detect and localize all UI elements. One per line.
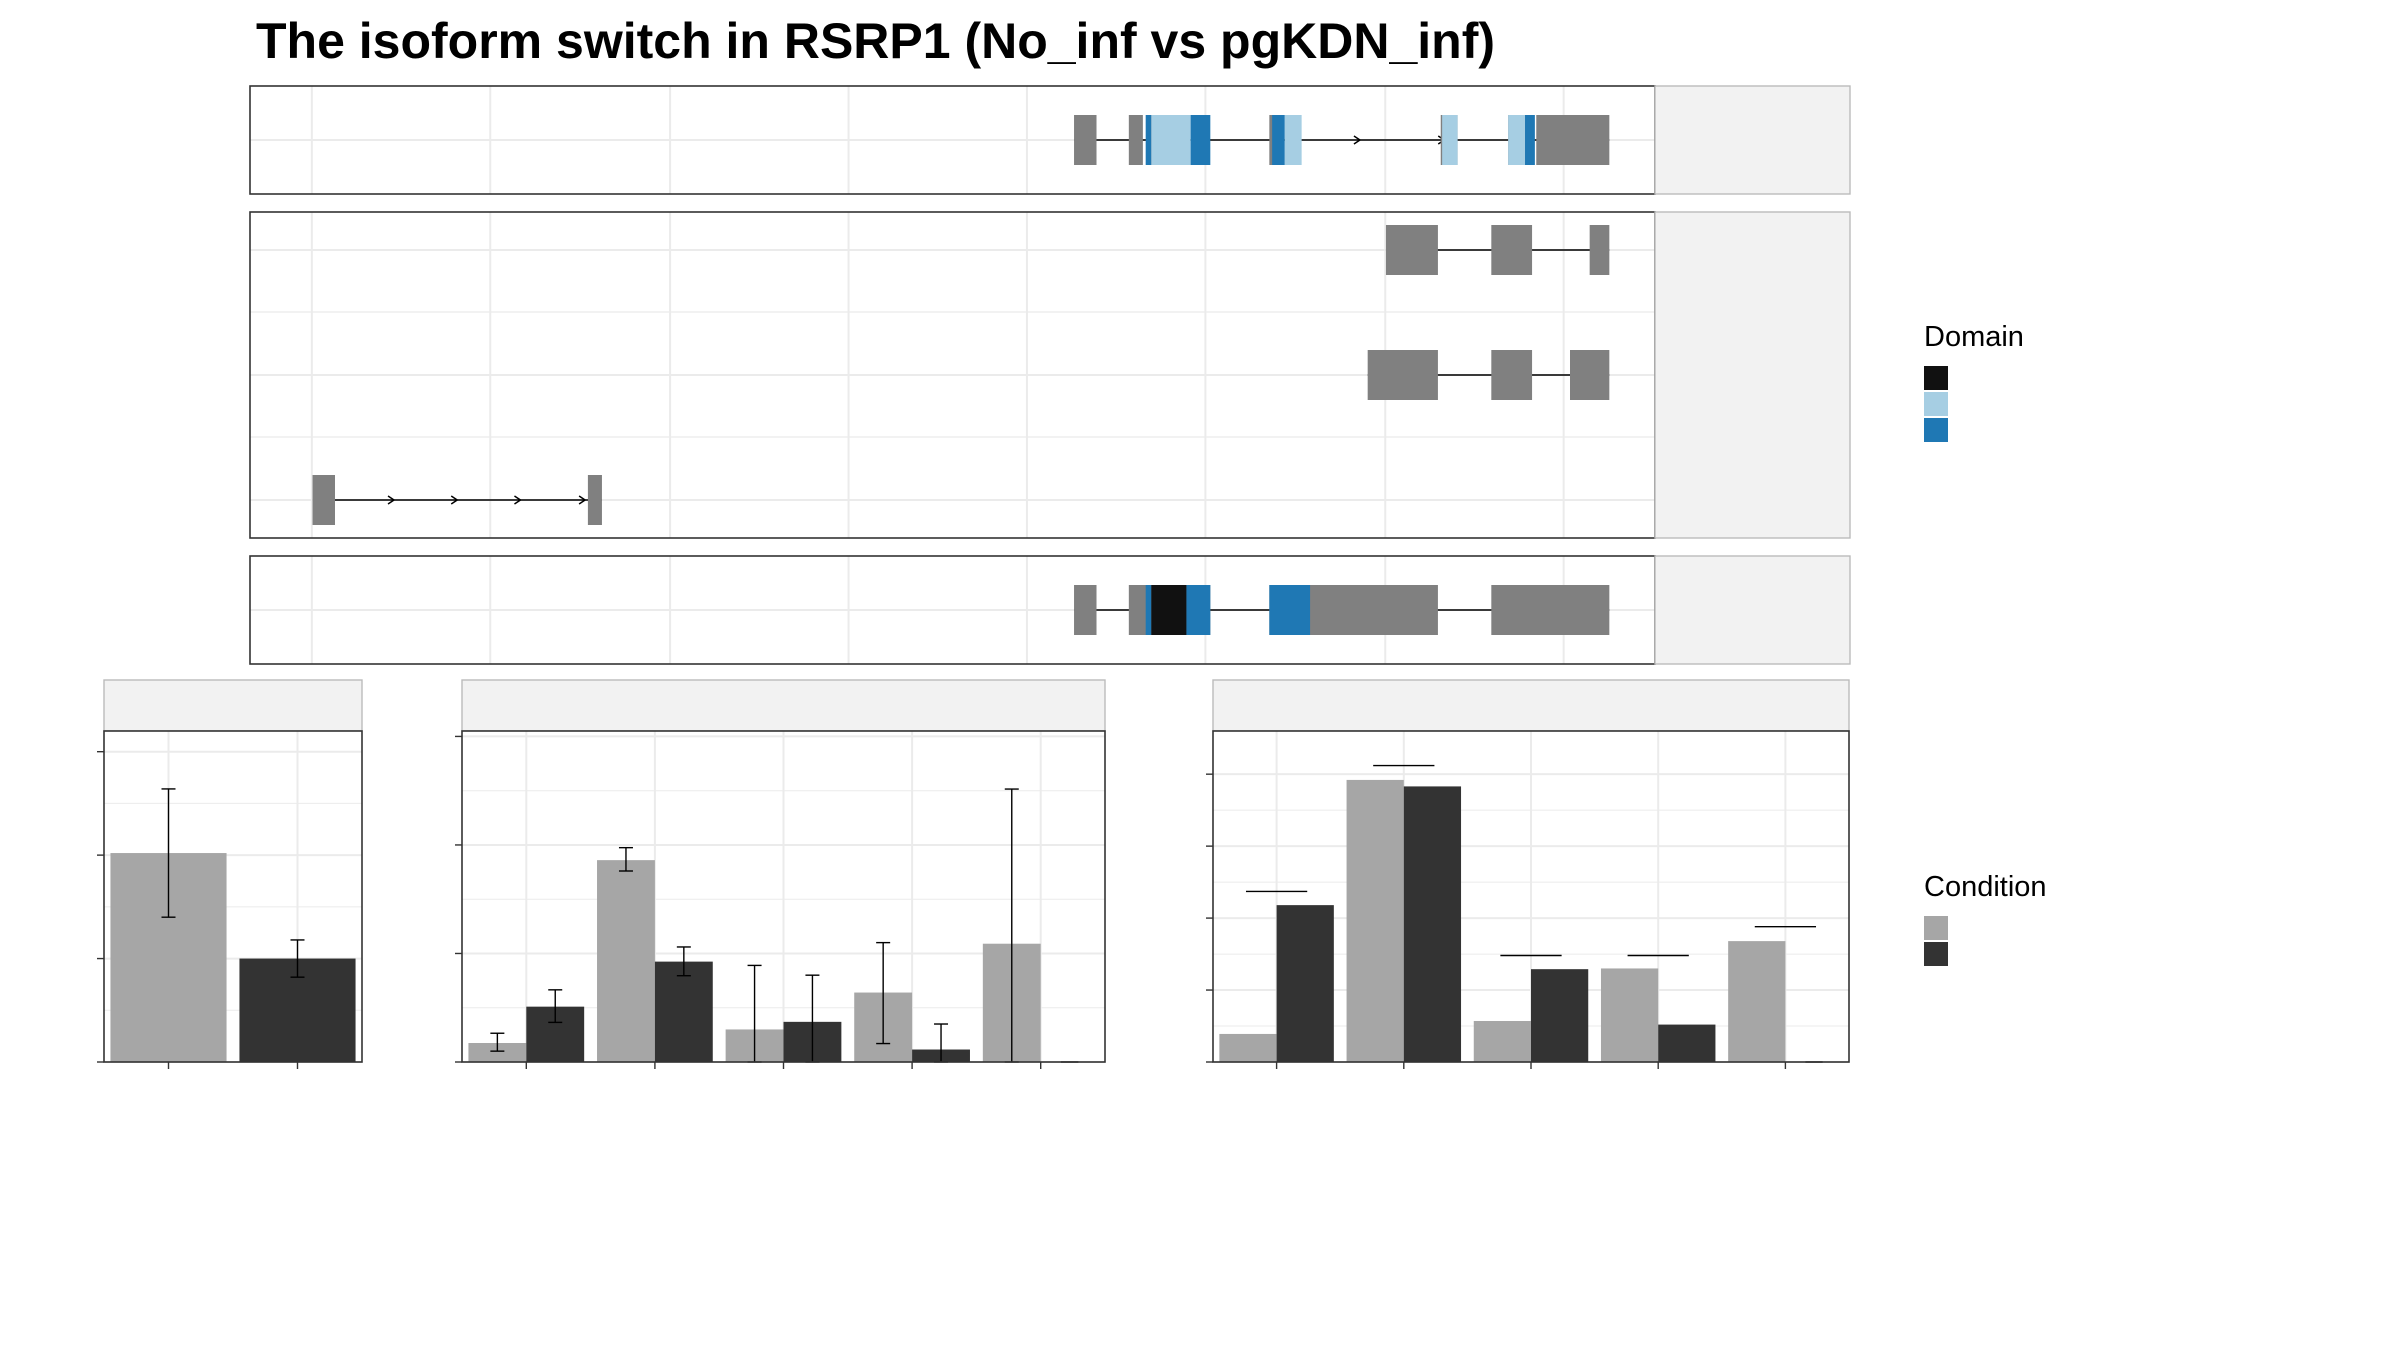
isoform-expression-panel bbox=[455, 679, 1106, 1069]
domain-block bbox=[1186, 585, 1211, 635]
exon-block bbox=[312, 475, 336, 525]
domain-block bbox=[1145, 115, 1152, 165]
bar bbox=[1276, 905, 1334, 1062]
domain-block bbox=[1442, 115, 1458, 165]
condition-legend-title: Condition bbox=[1924, 871, 2047, 903]
bar bbox=[1728, 941, 1786, 1062]
domain-block bbox=[1269, 585, 1311, 635]
plot-border bbox=[103, 730, 363, 1063]
domain-block bbox=[1508, 115, 1526, 165]
domain-block bbox=[1284, 115, 1302, 165]
exon-block bbox=[587, 475, 602, 525]
exon-block bbox=[1367, 350, 1438, 400]
domain-block bbox=[1272, 115, 1285, 165]
transcript-structure-panel bbox=[249, 85, 1851, 665]
exon-block bbox=[1128, 115, 1143, 165]
domain-legend-swatch bbox=[1924, 392, 1948, 416]
bar bbox=[1346, 779, 1404, 1062]
bar bbox=[1600, 968, 1659, 1062]
bar bbox=[1531, 969, 1589, 1062]
facet-strip bbox=[1654, 211, 1851, 539]
exon-block bbox=[1491, 225, 1533, 275]
bar bbox=[597, 860, 655, 1062]
panel-strip bbox=[461, 679, 1106, 732]
bar bbox=[1473, 1020, 1531, 1062]
bar bbox=[1403, 786, 1462, 1062]
exon-block bbox=[1589, 225, 1610, 275]
strand-arrow bbox=[387, 495, 396, 505]
bar bbox=[468, 1043, 527, 1062]
strand-arrow bbox=[514, 495, 522, 505]
domain-block bbox=[1190, 115, 1211, 165]
domain-block bbox=[1525, 115, 1535, 165]
exon-block bbox=[1318, 585, 1438, 635]
facet-strip bbox=[1654, 85, 1851, 195]
domain-legend-title: Domain bbox=[1924, 321, 2024, 353]
bar bbox=[654, 961, 713, 1062]
domain-block bbox=[1151, 115, 1191, 165]
strand-arrow bbox=[1353, 135, 1362, 145]
strand-arrow bbox=[450, 495, 459, 505]
isoform-usage-panel bbox=[1206, 679, 1850, 1069]
gene-expression-panel bbox=[97, 679, 363, 1069]
strand-arrow bbox=[578, 495, 587, 505]
bar bbox=[1658, 1024, 1716, 1062]
exon-block bbox=[1569, 350, 1610, 400]
facet-strip bbox=[1654, 555, 1851, 665]
domain-legend-swatch bbox=[1924, 418, 1948, 442]
figure-title: The isoform switch in RSRP1 (No_inf vs p… bbox=[256, 13, 1495, 69]
domain-block bbox=[1151, 585, 1187, 635]
condition-legend-swatch bbox=[1924, 916, 1948, 940]
domain-legend: Domain bbox=[1924, 321, 2024, 442]
panel-strip bbox=[1212, 679, 1850, 732]
exon-block bbox=[1491, 585, 1610, 635]
domain-legend-swatch bbox=[1924, 366, 1948, 390]
bar bbox=[1219, 1033, 1277, 1062]
panel-strip bbox=[103, 679, 363, 732]
condition-legend-swatch bbox=[1924, 942, 1948, 966]
exon-block bbox=[1385, 225, 1438, 275]
exon-block bbox=[1074, 115, 1097, 165]
domain-block bbox=[1145, 585, 1152, 635]
condition-legend: Condition bbox=[1924, 871, 2047, 966]
exon-block bbox=[1074, 585, 1097, 635]
exon-block bbox=[1491, 350, 1533, 400]
exon-block bbox=[1536, 115, 1610, 165]
